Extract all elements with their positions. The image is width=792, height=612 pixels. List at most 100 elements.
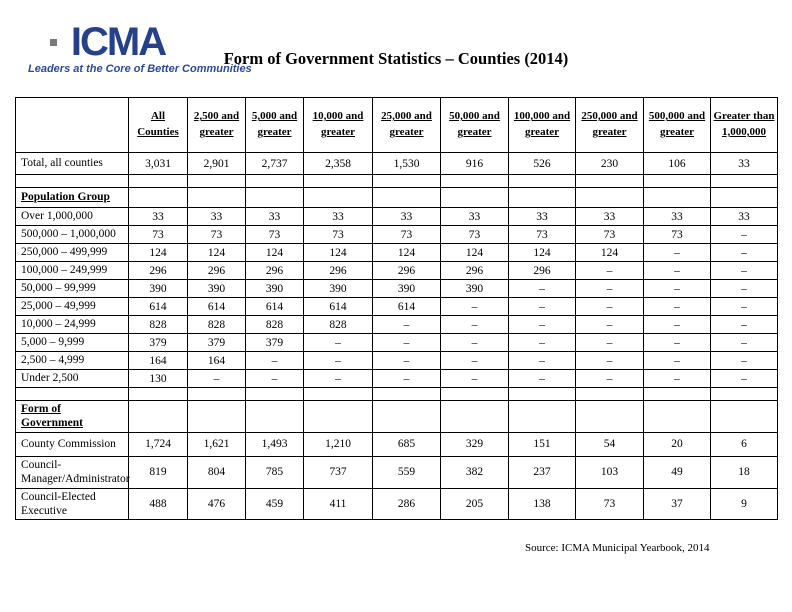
value-cell: 390: [303, 279, 373, 298]
value-cell: 33: [245, 207, 304, 226]
value-cell: [372, 187, 441, 208]
row-label-cell: Population Group: [15, 187, 129, 208]
value-cell: 33: [372, 207, 441, 226]
value-cell: 9: [710, 487, 778, 521]
value-cell: –: [508, 315, 576, 334]
value-cell: –: [303, 351, 373, 370]
row-label-cell: [15, 174, 129, 188]
value-cell: 390: [440, 279, 509, 298]
column-header-label: Greater than 1,000,000: [713, 110, 775, 138]
value-cell: –: [710, 315, 778, 334]
value-cell: 296: [508, 261, 576, 280]
row-label-cell: Total, all counties: [15, 152, 129, 175]
value-cell: [303, 187, 373, 208]
value-cell: –: [440, 351, 509, 370]
value-cell: 1,493: [245, 431, 304, 457]
value-cell: [245, 174, 304, 188]
value-cell: 124: [575, 243, 644, 262]
value-cell: 296: [187, 261, 246, 280]
row-label-cell: 5,000 – 9,999: [15, 333, 129, 352]
row-label-cell: 25,000 – 49,999: [15, 297, 129, 316]
table-row: County Commission 1,724 1,621 1,493 1,210 685…: [15, 431, 778, 457]
value-cell: –: [372, 369, 441, 388]
value-cell: 1,530: [372, 152, 441, 175]
value-cell: 33: [128, 207, 188, 226]
value-cell: 130: [128, 369, 188, 388]
source-note: Source: ICMA Municipal Yearbook, 2014: [525, 542, 710, 554]
column-header-label: 500,000 and greater: [648, 110, 706, 138]
row-label: Under 2,500: [21, 372, 79, 385]
value-cell: –: [643, 279, 711, 298]
value-cell: –: [575, 261, 644, 280]
value-cell: 828: [128, 315, 188, 334]
value-cell: [575, 174, 644, 188]
value-cell: 37: [643, 487, 711, 521]
value-cell: [508, 400, 576, 433]
value-cell: 73: [575, 225, 644, 244]
column-header: 5,000 and greater: [245, 97, 304, 153]
value-cell: [245, 387, 304, 401]
value-cell: 296: [245, 261, 304, 280]
table-row: 100,000 – 249,999 296 296 296 296 296 296 296– –…: [15, 261, 778, 280]
value-cell: [303, 400, 373, 433]
value-cell: –: [710, 369, 778, 388]
row-label-cell: 250,000 – 499,999: [15, 243, 129, 262]
value-cell: 230: [575, 152, 644, 175]
value-cell: 526: [508, 152, 576, 175]
value-cell: [710, 387, 778, 401]
value-cell: –: [710, 225, 778, 244]
table-row: 10,000 – 24,999 828 828 828 828– – – – – –: [15, 315, 778, 334]
value-cell: –: [643, 369, 711, 388]
column-header-label: 250,000 and greater: [581, 110, 638, 138]
value-cell: –: [710, 351, 778, 370]
value-cell: 20: [643, 431, 711, 457]
value-cell: [187, 174, 246, 188]
column-header-label: 25,000 and greater: [381, 110, 432, 138]
value-cell: [187, 387, 246, 401]
table-row: Over 1,000,000 33 33 33 33 33 33 33 33 33 33: [15, 207, 778, 226]
value-cell: 286: [372, 487, 441, 521]
value-cell: [575, 400, 644, 433]
value-cell: 828: [245, 315, 304, 334]
icma-logo-wordmark: ICMA: [70, 20, 167, 64]
value-cell: 33: [710, 207, 778, 226]
value-cell: 73: [187, 225, 246, 244]
column-header-label: 50,000 and greater: [449, 110, 500, 138]
row-label-cell: County Commission: [15, 431, 129, 457]
row-label: 25,000 – 49,999: [21, 300, 96, 313]
value-cell: [440, 174, 509, 188]
value-cell: 6: [710, 431, 778, 457]
value-cell: –: [303, 369, 373, 388]
value-cell: 2,901: [187, 152, 246, 175]
value-cell: 151: [508, 431, 576, 457]
value-cell: –: [508, 297, 576, 316]
column-header: 10,000 and greater: [303, 97, 373, 153]
value-cell: 296: [440, 261, 509, 280]
logo-square-dot-icon: [50, 39, 57, 46]
value-cell: –: [440, 369, 509, 388]
value-cell: –: [187, 369, 246, 388]
value-cell: 33: [187, 207, 246, 226]
row-label-cell: 100,000 – 249,999: [15, 261, 129, 280]
value-cell: 33: [303, 207, 373, 226]
value-cell: [187, 187, 246, 208]
value-cell: 124: [187, 243, 246, 262]
value-cell: 614: [372, 297, 441, 316]
value-cell: –: [575, 297, 644, 316]
column-header: 250,000 and greater: [575, 97, 644, 153]
value-cell: [710, 174, 778, 188]
value-cell: 785: [245, 455, 304, 489]
value-cell: –: [710, 279, 778, 298]
value-cell: 33: [440, 207, 509, 226]
value-cell: 559: [372, 455, 441, 489]
section-row: Population Group: [15, 187, 778, 208]
column-header-label: All Counties: [137, 110, 179, 138]
value-cell: –: [508, 279, 576, 298]
value-cell: [128, 174, 188, 188]
value-cell: [440, 387, 509, 401]
row-label-cell: Council-Elected Executive: [15, 487, 129, 521]
column-header-label: 2,500 and greater: [193, 110, 240, 138]
column-header: 100,000 and greater: [508, 97, 576, 153]
value-cell: 476: [187, 487, 246, 521]
value-cell: 124: [508, 243, 576, 262]
